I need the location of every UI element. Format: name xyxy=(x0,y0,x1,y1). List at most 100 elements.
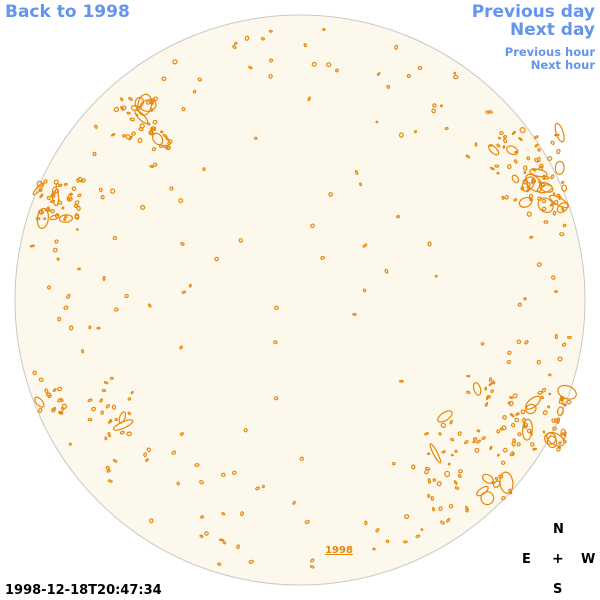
contour-mark xyxy=(485,110,490,115)
contour-mark xyxy=(328,192,333,197)
contour-mark xyxy=(427,478,431,484)
contour-mark xyxy=(536,359,542,365)
contour-mark xyxy=(537,148,541,152)
back-to-year-link[interactable]: Back to 1998 xyxy=(5,2,130,22)
contour-mark xyxy=(556,420,560,424)
contour-mark xyxy=(488,144,493,147)
contour-mark xyxy=(523,165,528,171)
contour-mark xyxy=(261,484,265,489)
contour-mark xyxy=(429,443,442,464)
year-label[interactable]: 1998 xyxy=(325,545,353,556)
contour-mark xyxy=(310,565,315,569)
contour-mark xyxy=(529,198,534,202)
contour-mark xyxy=(112,419,134,431)
contour-mark xyxy=(457,431,462,436)
contour-mark xyxy=(472,382,482,396)
contour-mark xyxy=(554,122,565,143)
contour-mark xyxy=(152,119,158,125)
contour-mark xyxy=(511,174,520,184)
contour-mark xyxy=(502,447,508,453)
contour-mark xyxy=(440,422,446,428)
contour-mark xyxy=(561,342,567,347)
contour-mark xyxy=(481,436,486,440)
contour-mark xyxy=(149,518,154,524)
contour-mark xyxy=(105,465,110,470)
contour-mark xyxy=(140,204,146,210)
contour-mark xyxy=(75,228,79,231)
contour-mark xyxy=(54,239,59,244)
contour-mark xyxy=(107,431,111,438)
contour-mark xyxy=(560,428,567,440)
contour-mark xyxy=(77,193,82,198)
contour-mark xyxy=(489,166,495,171)
contour-mark xyxy=(134,109,149,125)
contour-mark xyxy=(457,474,462,478)
contour-mark xyxy=(541,198,547,204)
contour-mark xyxy=(519,127,526,134)
contour-mark xyxy=(536,262,542,267)
contour-mark xyxy=(466,374,471,378)
contour-mark xyxy=(112,235,118,241)
previous-day-link[interactable]: Previous day xyxy=(471,2,595,22)
contour-mark xyxy=(520,409,526,415)
contour-mark xyxy=(352,312,357,316)
contour-mark xyxy=(326,62,332,68)
contour-mark xyxy=(303,43,307,48)
contour-mark xyxy=(528,193,534,199)
contour-mark xyxy=(490,389,494,394)
contour-mark xyxy=(56,257,60,261)
contour-mark xyxy=(112,458,118,463)
contour-mark xyxy=(554,333,558,340)
contour-mark xyxy=(546,156,553,161)
next-hour-link[interactable]: Next hour xyxy=(530,58,595,72)
contour-mark xyxy=(426,452,431,456)
contour-mark xyxy=(537,196,542,201)
contour-mark xyxy=(522,417,526,423)
contour-mark xyxy=(513,159,518,164)
contour-mark xyxy=(537,197,554,214)
contour-mark xyxy=(38,377,44,382)
contour-mark xyxy=(192,89,197,94)
contour-mark xyxy=(248,65,253,70)
contour-mark xyxy=(143,452,147,458)
contour-mark xyxy=(465,508,469,513)
contour-mark xyxy=(484,402,489,407)
contour-mark xyxy=(566,335,572,339)
contour-mark xyxy=(396,215,401,219)
contour-mark xyxy=(474,447,480,453)
contour-mark xyxy=(362,243,368,248)
contour-mark xyxy=(63,218,67,222)
contour-mark xyxy=(63,182,68,186)
contour-mark xyxy=(354,169,359,175)
contour-mark xyxy=(92,151,97,156)
contour-mark xyxy=(513,198,518,202)
contour-mark xyxy=(107,479,113,483)
contour-mark xyxy=(171,450,177,455)
next-day-link[interactable]: Next day xyxy=(510,20,595,40)
previous-hour-link[interactable]: Previous hour xyxy=(504,45,595,59)
contour-mark xyxy=(512,438,516,443)
contour-mark xyxy=(46,195,51,201)
contour-mark xyxy=(432,478,437,482)
contour-mark xyxy=(87,418,93,422)
contour-mark xyxy=(358,182,362,187)
contour-mark xyxy=(128,135,133,141)
contour-mark xyxy=(510,423,516,428)
contour-mark xyxy=(548,373,552,377)
contour-mark xyxy=(244,35,250,41)
contour-mark xyxy=(138,127,144,132)
contour-mark xyxy=(488,377,493,382)
contour-mark xyxy=(150,127,154,132)
contour-mark xyxy=(398,132,404,138)
contour-mark xyxy=(36,207,49,230)
contour-mark xyxy=(231,470,237,475)
contour-mark xyxy=(420,528,424,531)
contour-mark xyxy=(376,72,381,76)
contour-mark xyxy=(497,453,500,457)
contour-mark xyxy=(559,397,564,402)
contour-mark xyxy=(38,407,43,413)
contour-mark xyxy=(128,96,133,101)
contour-mark xyxy=(375,120,379,124)
contour-mark xyxy=(94,124,98,129)
